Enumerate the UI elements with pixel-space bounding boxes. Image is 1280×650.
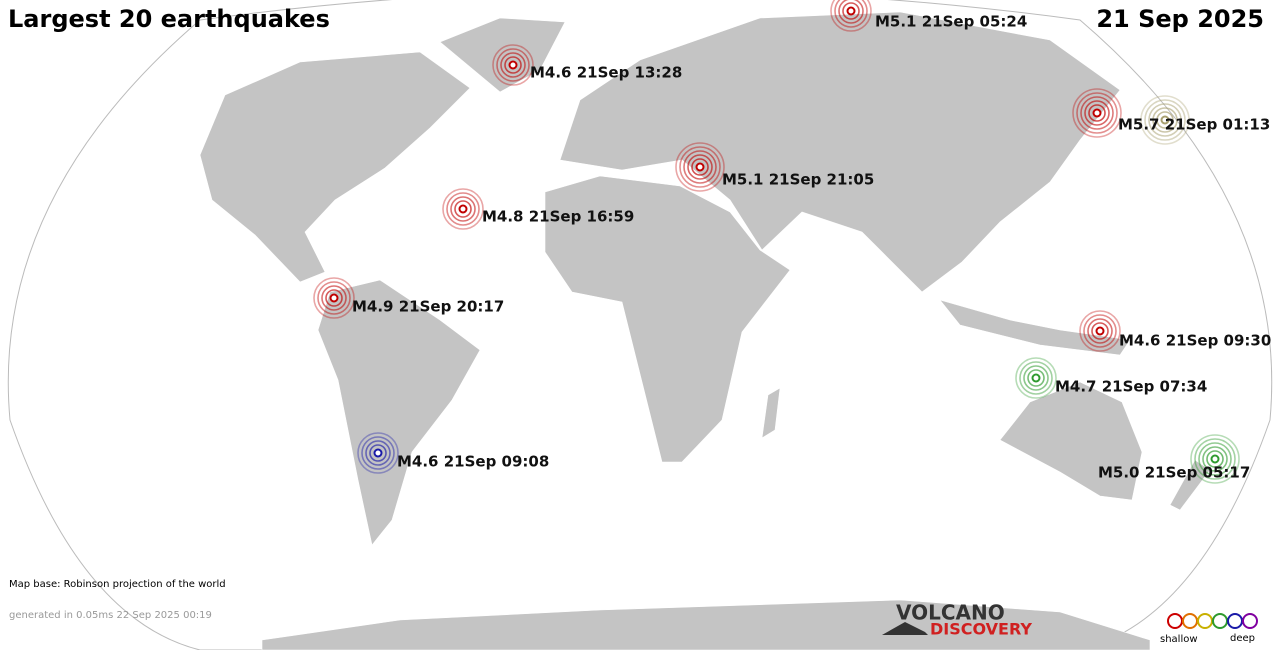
quake-ring bbox=[1091, 322, 1109, 340]
logo-volcano: VOLCANO bbox=[896, 601, 1005, 625]
quake-ring bbox=[492, 44, 534, 86]
quake-ring bbox=[1023, 365, 1049, 391]
quake-label: M4.7 21Sep 07:34 bbox=[1055, 378, 1207, 396]
legend-deep: deep bbox=[1230, 633, 1255, 644]
quake-marker: M5.1 21Sep 05:24 bbox=[830, 0, 1027, 32]
quake-label: M5.0 21Sep 05:17 bbox=[1098, 464, 1250, 482]
quake-ring bbox=[1202, 446, 1228, 472]
quake-marker: M4.8 21Sep 16:59 bbox=[442, 188, 634, 230]
quake-marker: M4.6 21Sep 09:08 bbox=[357, 432, 549, 474]
quake-dot bbox=[695, 162, 705, 172]
quake-dot bbox=[458, 204, 468, 214]
quake-dot bbox=[1210, 454, 1220, 464]
quake-ring bbox=[500, 52, 526, 78]
quake-ring bbox=[317, 281, 351, 315]
quake-ring bbox=[446, 192, 480, 226]
quake-ring bbox=[450, 196, 476, 222]
quake-dot bbox=[1092, 108, 1102, 118]
quake-label: M4.6 21Sep 09:30 bbox=[1119, 332, 1271, 350]
quake-ring bbox=[1152, 107, 1178, 133]
land bbox=[199, 11, 1211, 650]
quake-ring bbox=[1019, 361, 1053, 395]
quake-label: M5.1 21Sep 05:24 bbox=[875, 13, 1027, 31]
quake-ring bbox=[313, 277, 355, 319]
quake-dot bbox=[846, 6, 856, 16]
quake-ring bbox=[675, 142, 725, 192]
quake-marker: M4.6 21Sep 13:28 bbox=[492, 44, 682, 86]
quake-ring bbox=[1198, 442, 1232, 476]
quake-ring bbox=[321, 285, 347, 311]
quake-ring bbox=[454, 200, 472, 218]
quake-dot bbox=[1095, 326, 1105, 336]
quake-ring bbox=[365, 440, 391, 466]
quake-marker: M4.6 21Sep 09:30 bbox=[1079, 310, 1271, 352]
quake-ring bbox=[830, 0, 872, 32]
quake-label: M4.6 21Sep 13:28 bbox=[530, 64, 682, 82]
quake-marker: M5.0 21Sep 05:17 bbox=[1098, 434, 1250, 484]
quake-ring bbox=[1080, 96, 1114, 130]
legend-shallow: shallow bbox=[1160, 634, 1198, 645]
quake-ring bbox=[1087, 318, 1113, 344]
quake-ring bbox=[1083, 314, 1117, 348]
quake-ring bbox=[1079, 310, 1121, 352]
quake-ring bbox=[1206, 450, 1224, 468]
quake-ring bbox=[679, 146, 721, 188]
quake-ring bbox=[1140, 95, 1190, 145]
quake-ring bbox=[687, 154, 713, 180]
quake-ring bbox=[504, 56, 522, 74]
quake-ring bbox=[1194, 438, 1236, 480]
quake-dot bbox=[508, 60, 518, 70]
quake-ring bbox=[691, 158, 709, 176]
quake-ring bbox=[496, 48, 530, 82]
generated-note: generated in 0.05ms 22 Sep 2025 00:19 bbox=[9, 610, 212, 621]
quake-label: M4.6 21Sep 09:08 bbox=[397, 453, 549, 471]
quake-ring bbox=[369, 444, 387, 462]
quake-marker: M4.7 21Sep 07:34 bbox=[1015, 357, 1207, 399]
quake-ring bbox=[1148, 103, 1182, 137]
quake-ring bbox=[838, 0, 864, 24]
quake-ring bbox=[1027, 369, 1045, 387]
quake-ring bbox=[361, 436, 395, 470]
quake-ring bbox=[325, 289, 343, 307]
quake-dot bbox=[1031, 373, 1041, 383]
quake-ring bbox=[1190, 434, 1240, 484]
quake-dot bbox=[1160, 115, 1170, 125]
quake-marker: M5.7 21Sep 01:13 bbox=[1072, 88, 1270, 138]
quake-dot bbox=[373, 448, 383, 458]
date: 21 Sep 2025 bbox=[1096, 5, 1264, 33]
quake-ring bbox=[357, 432, 399, 474]
quake-ring bbox=[1144, 99, 1186, 141]
depth-legend bbox=[1167, 613, 1258, 629]
quake-ring bbox=[442, 188, 484, 230]
quake-ring bbox=[683, 150, 717, 184]
quake-ring bbox=[1072, 88, 1122, 138]
map-base-note: Map base: Robinson projection of the wor… bbox=[9, 579, 226, 590]
quake-label: M4.8 21Sep 16:59 bbox=[482, 208, 634, 226]
quake-ring bbox=[834, 0, 868, 28]
quake-label: M4.9 21Sep 20:17 bbox=[352, 298, 504, 316]
quake-label: M5.1 21Sep 21:05 bbox=[722, 171, 874, 189]
logo-discovery: DISCOVERY bbox=[930, 620, 1032, 639]
logo-icon bbox=[882, 622, 928, 635]
quake-marker bbox=[1140, 95, 1190, 145]
title: Largest 20 earthquakes bbox=[8, 5, 330, 33]
quake-ring bbox=[842, 2, 860, 20]
quake-label: M5.7 21Sep 01:13 bbox=[1118, 116, 1270, 134]
quake-ring bbox=[1015, 357, 1057, 399]
quake-marker: M5.1 21Sep 21:05 bbox=[675, 142, 874, 192]
quake-ring bbox=[1076, 92, 1118, 134]
quake-ring bbox=[1156, 111, 1174, 129]
quake-marker: M4.9 21Sep 20:17 bbox=[313, 277, 504, 319]
quakes: M5.1 21Sep 05:24 M4.6 21Sep 13:28 M5.7 2… bbox=[313, 0, 1271, 484]
quake-dot bbox=[329, 293, 339, 303]
quake-ring bbox=[1084, 100, 1110, 126]
quake-ring bbox=[1088, 104, 1106, 122]
